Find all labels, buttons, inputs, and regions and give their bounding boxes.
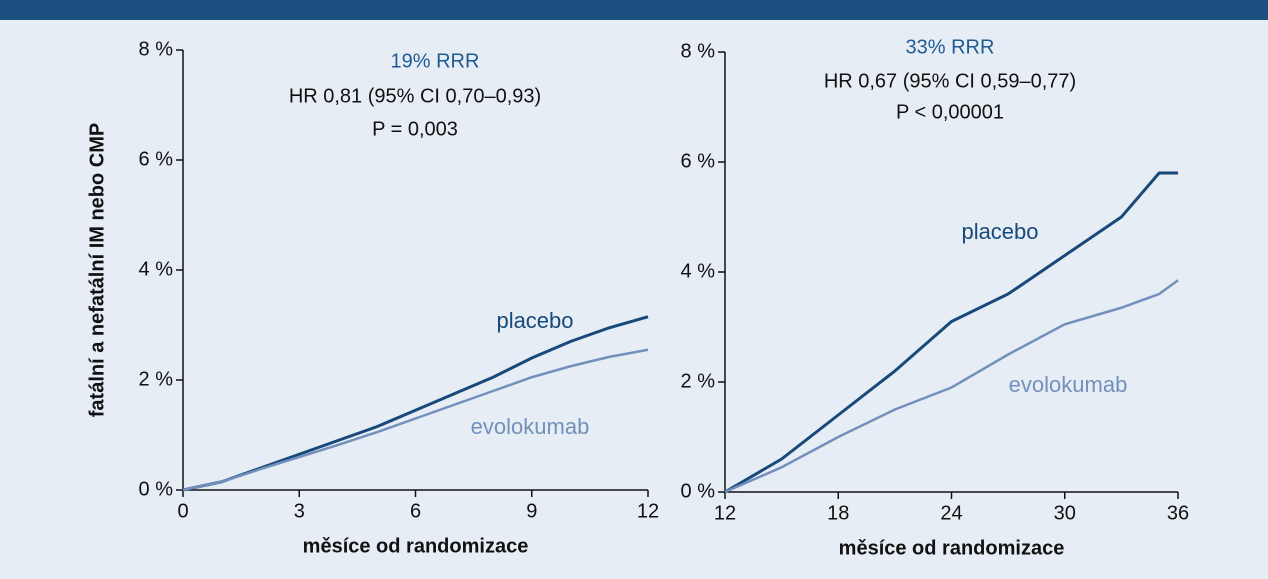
annotation: 33% RRR — [906, 36, 995, 58]
y-axis-label: fatální a nefatální IM nebo CMP — [86, 123, 108, 417]
top-band — [0, 0, 1268, 20]
x-tick-label: 12 — [714, 502, 736, 524]
series-label: placebo — [496, 308, 573, 333]
x-tick-label: 6 — [410, 500, 421, 522]
y-tick-label: 4 % — [139, 258, 174, 280]
annotation: 19% RRR — [391, 50, 480, 72]
y-tick-label: 4 % — [681, 260, 716, 282]
series-line — [182, 315, 649, 492]
x-tick-label: 3 — [294, 500, 305, 522]
x-tick-label: 9 — [526, 500, 537, 522]
series-label: placebo — [961, 219, 1038, 244]
y-tick-label: 2 % — [139, 368, 174, 390]
x-tick-label: 12 — [637, 500, 659, 522]
y-tick-label: 6 % — [681, 150, 716, 172]
x-tick-label: 18 — [827, 502, 849, 524]
y-tick-label: 0 % — [681, 480, 716, 502]
x-tick-label: 0 — [177, 500, 188, 522]
y-tick-label: 0 % — [139, 478, 174, 500]
x-axis-label: měsíce od randomizace — [839, 537, 1065, 559]
x-tick-label: 24 — [940, 502, 962, 524]
x-tick-label: 36 — [1167, 502, 1189, 524]
y-tick-label: 2 % — [681, 370, 716, 392]
x-axis-label: měsíce od randomizace — [303, 535, 529, 557]
annotation: P = 0,003 — [372, 118, 458, 140]
y-tick-label: 8 % — [139, 38, 174, 60]
annotation: HR 0,81 (95% CI 0,70–0,93) — [289, 85, 541, 107]
x-tick-label: 30 — [1054, 502, 1076, 524]
annotation: HR 0,67 (95% CI 0,59–0,77) — [824, 70, 1076, 92]
annotation: P < 0,00001 — [896, 101, 1004, 123]
y-tick-label: 6 % — [139, 148, 174, 170]
series-line — [724, 171, 1178, 494]
series-line — [182, 348, 649, 492]
series-line — [724, 279, 1179, 494]
series-label: evolokumab — [1009, 372, 1128, 397]
series-label: evolokumab — [471, 414, 590, 439]
y-tick-label: 8 % — [681, 40, 716, 62]
